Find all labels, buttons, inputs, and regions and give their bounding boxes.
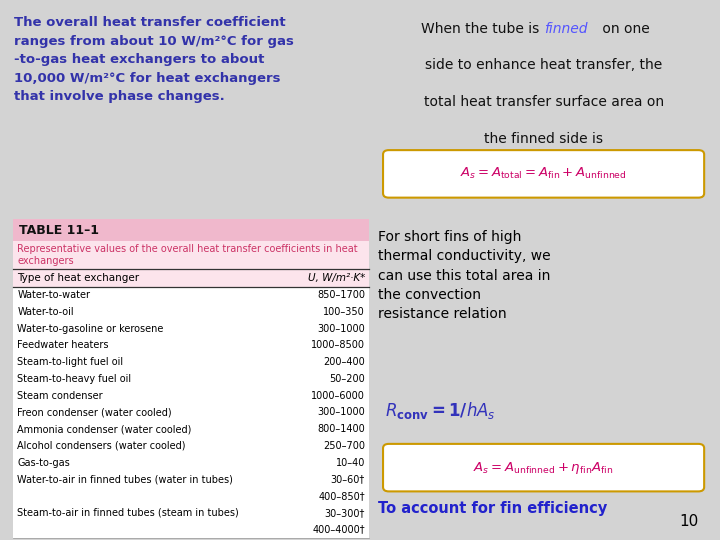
Text: The overall heat transfer coefficient
ranges from about 10 W/m²°C for gas
-to-ga: The overall heat transfer coefficient ra…: [14, 16, 294, 103]
Bar: [13, 454, 369, 471]
Text: 10: 10: [679, 514, 698, 529]
Text: 30–300†: 30–300†: [325, 508, 365, 518]
Bar: [13, 219, 369, 241]
Text: total heat transfer surface area on: total heat transfer surface area on: [423, 95, 664, 109]
Bar: [13, 269, 369, 287]
Text: 1000–6000: 1000–6000: [311, 390, 365, 401]
Text: U, W/m²·K*: U, W/m²·K*: [307, 273, 365, 283]
Text: 850–1700: 850–1700: [317, 290, 365, 300]
Bar: [13, 421, 369, 437]
Text: For short fins of high
thermal conductivity, we
can use this total area in
the c: For short fins of high thermal conductiv…: [378, 230, 551, 321]
FancyBboxPatch shape: [383, 150, 704, 198]
Bar: [13, 354, 369, 370]
Text: 30–60†: 30–60†: [330, 474, 365, 484]
Text: 50–200: 50–200: [329, 374, 365, 384]
Text: $A_s = A_{\rm unfinned} + \eta_{\rm fin} A_{\rm fin}$: $A_s = A_{\rm unfinned} + \eta_{\rm fin}…: [474, 460, 613, 476]
Text: $\mathbf{\it{R}}_{\mathbf{conv}}\mathbf{= 1/\it{h}\it{A}_s}$: $\mathbf{\it{R}}_{\mathbf{conv}}\mathbf{…: [385, 400, 496, 421]
Text: Water-to-air in finned tubes (water in tubes): Water-to-air in finned tubes (water in t…: [17, 474, 233, 484]
Bar: [13, 488, 369, 504]
Text: Steam-to-light fuel oil: Steam-to-light fuel oil: [17, 357, 123, 367]
Bar: [13, 471, 369, 488]
Text: 400–850†: 400–850†: [318, 491, 365, 501]
Text: TABLE 11–1: TABLE 11–1: [19, 224, 99, 237]
Text: 250–700: 250–700: [323, 441, 365, 451]
Text: 800–1400: 800–1400: [318, 424, 365, 434]
Text: 10–40: 10–40: [336, 457, 365, 468]
Text: Freon condenser (water cooled): Freon condenser (water cooled): [17, 407, 172, 417]
Text: Water-to-water: Water-to-water: [17, 290, 90, 300]
Text: To account for fin efficiency: To account for fin efficiency: [378, 501, 607, 516]
Text: on one: on one: [598, 22, 649, 36]
FancyBboxPatch shape: [383, 444, 704, 491]
Text: $A_s = A_{\rm total} = A_{\rm fin} + A_{\rm unfinned}$: $A_s = A_{\rm total} = A_{\rm fin} + A_{…: [460, 166, 627, 181]
Text: Representative values of the overall heat transfer coefficients in heat
exchange: Representative values of the overall hea…: [17, 244, 358, 266]
Text: Steam-to-air in finned tubes (steam in tubes): Steam-to-air in finned tubes (steam in t…: [17, 508, 239, 518]
Text: the finned side is: the finned side is: [484, 132, 603, 146]
Text: 100–350: 100–350: [323, 307, 365, 317]
Bar: [13, 303, 369, 320]
Text: 300–1000: 300–1000: [318, 323, 365, 334]
Bar: [13, 387, 369, 404]
Bar: [13, 504, 369, 521]
Text: 200–400: 200–400: [323, 357, 365, 367]
Bar: [13, 521, 369, 538]
Text: Gas-to-gas: Gas-to-gas: [17, 457, 70, 468]
Text: Water-to-oil: Water-to-oil: [17, 307, 74, 317]
Text: Ammonia condenser (water cooled): Ammonia condenser (water cooled): [17, 424, 192, 434]
Text: Steam-to-heavy fuel oil: Steam-to-heavy fuel oil: [17, 374, 132, 384]
Bar: [13, 320, 369, 337]
Text: side to enhance heat transfer, the: side to enhance heat transfer, the: [425, 58, 662, 72]
Text: 300–1000: 300–1000: [318, 407, 365, 417]
Text: 1000–8500: 1000–8500: [311, 340, 365, 350]
Text: finned: finned: [544, 22, 587, 36]
Text: When the tube is: When the tube is: [421, 22, 544, 36]
Bar: [13, 241, 369, 269]
Text: Feedwater heaters: Feedwater heaters: [17, 340, 109, 350]
Text: Steam condenser: Steam condenser: [17, 390, 103, 401]
Text: 400–4000†: 400–4000†: [312, 524, 365, 535]
Text: Type of heat exchanger: Type of heat exchanger: [17, 273, 140, 283]
Bar: [13, 337, 369, 354]
Text: Water-to-gasoline or kerosene: Water-to-gasoline or kerosene: [17, 323, 163, 334]
Bar: [13, 287, 369, 303]
Bar: [13, 437, 369, 454]
Bar: [13, 404, 369, 421]
Bar: [13, 370, 369, 387]
Text: Alcohol condensers (water cooled): Alcohol condensers (water cooled): [17, 441, 186, 451]
